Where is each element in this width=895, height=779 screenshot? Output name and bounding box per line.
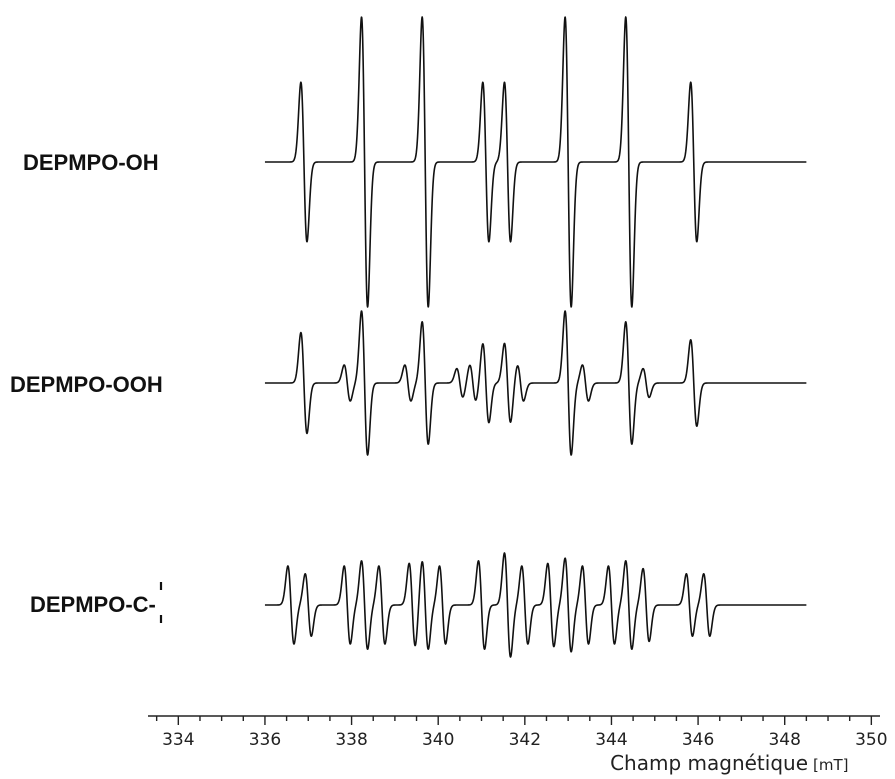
x-tick-label: 344: [595, 730, 627, 750]
x-tick-label: 338: [335, 730, 367, 750]
x-tick-label: 350: [855, 730, 887, 750]
series-label-depmpo-c: DEPMPO-C-: [30, 592, 156, 617]
x-tick-label: 340: [422, 730, 454, 750]
x-tick-label: 346: [682, 730, 714, 750]
x-tick-label: 348: [768, 730, 800, 750]
series-label-depmpo-ooh: DEPMPO-OOH: [10, 372, 163, 397]
spectrum-depmpo-ooh: [264, 310, 807, 456]
spectrum-depmpo-c: [264, 552, 807, 658]
spectrum-depmpo-oh: [264, 16, 807, 308]
x-axis-unit: [mT]: [813, 756, 848, 774]
x-tick-label: 336: [249, 730, 281, 750]
x-axis-title: Champ magnétique: [610, 751, 808, 775]
x-tick-label: 342: [509, 730, 541, 750]
x-axis-ticks: 334 336 338 340 342 344 346 348 350: [155, 716, 888, 750]
series-label-depmpo-oh: DEPMPO-OH: [23, 150, 159, 175]
x-tick-label: 334: [162, 730, 194, 750]
spectra-layer: [264, 16, 807, 658]
